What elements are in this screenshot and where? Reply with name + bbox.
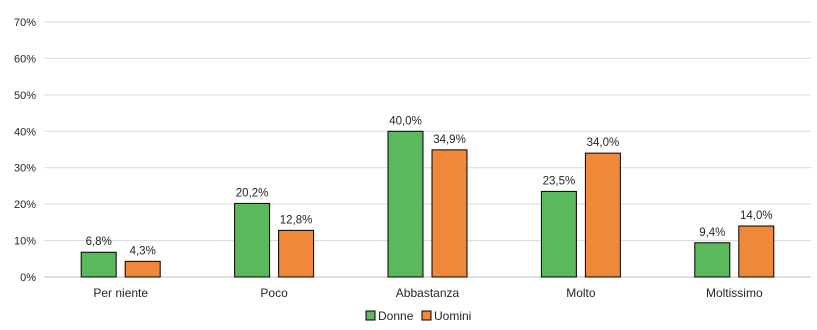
bar-uomini <box>431 149 468 278</box>
data-label: 40,0% <box>389 115 422 127</box>
y-tick-label: 50% <box>14 90 36 102</box>
gridlines <box>44 21 811 278</box>
bar-uomini <box>278 229 315 278</box>
bar-donne <box>540 190 577 278</box>
legend-swatch-uomini <box>421 310 432 321</box>
bar-donne <box>694 242 731 278</box>
legend: Donne Uomini <box>365 309 471 323</box>
y-tick-label: 10% <box>14 236 36 248</box>
bars <box>80 130 775 278</box>
data-label: 20,2% <box>236 187 269 199</box>
x-category-label: Moltissimo <box>706 286 763 300</box>
data-labels: 6,8% 4,3% 20,2% 12,8% 40,0% 34,9% 23,5% 34,0% 9,… <box>86 115 773 257</box>
bar-uomini <box>124 260 161 278</box>
legend-swatch-donne <box>365 310 376 321</box>
x-axis-categories: Per niente Poco Abbastanza Molto Moltissimo <box>93 286 763 300</box>
legend-label: Uomini <box>434 309 471 323</box>
y-tick-label: 30% <box>14 163 36 175</box>
legend-label: Donne <box>378 309 414 323</box>
data-label: 9,4% <box>699 227 725 239</box>
data-label: 23,5% <box>543 175 576 187</box>
data-label: 4,3% <box>130 245 156 257</box>
data-label: 34,9% <box>433 134 466 146</box>
data-label: 14,0% <box>740 210 773 222</box>
x-category-label: Molto <box>566 286 596 300</box>
bar-uomini <box>584 152 621 278</box>
bar-donne <box>80 251 117 278</box>
x-category-label: Poco <box>260 286 288 300</box>
x-category-label: Per niente <box>93 286 148 300</box>
x-category-label: Abbastanza <box>396 286 460 300</box>
bar-donne <box>387 130 424 278</box>
data-label: 12,8% <box>280 214 313 226</box>
y-tick-label: 60% <box>14 53 36 65</box>
bar-uomini <box>738 225 775 278</box>
data-label: 6,8% <box>86 236 112 248</box>
data-label: 34,0% <box>587 137 620 149</box>
y-tick-label: 70% <box>14 17 36 29</box>
y-tick-label: 40% <box>14 126 36 138</box>
y-axis-ticks: 0% 10% 20% 30% 40% 50% 60% 70% <box>14 17 36 284</box>
y-tick-label: 20% <box>14 199 36 211</box>
y-tick-label: 0% <box>20 272 36 284</box>
bar-donne <box>234 202 271 278</box>
